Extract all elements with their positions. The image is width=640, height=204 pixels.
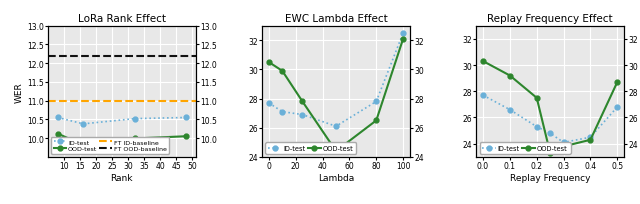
OOD-test [560, 145, 568, 148]
ID-test [332, 125, 340, 128]
OOD-test [182, 135, 190, 138]
OOD-test [79, 144, 87, 146]
ID-test [54, 117, 61, 119]
ID-test [131, 118, 138, 120]
OOD-test [547, 152, 554, 154]
ID-test [265, 102, 273, 105]
ID-test [399, 33, 407, 35]
ID-test [587, 136, 595, 139]
Legend: ID-test, OOD-test: ID-test, OOD-test [479, 142, 570, 154]
OOD-test [614, 81, 621, 84]
ID-test [372, 101, 380, 103]
OOD-test [54, 133, 61, 135]
ID-test [506, 109, 514, 111]
Line: ID-test: ID-test [55, 115, 189, 127]
FT ID-baseline [28, 100, 36, 102]
ID-test [182, 117, 190, 119]
FT ID-baseline [31, 100, 39, 102]
FT OOD-baseline [28, 55, 36, 58]
OOD-test [479, 61, 487, 63]
Title: Replay Frequency Effect: Replay Frequency Effect [487, 14, 613, 24]
Line: OOD-test: OOD-test [481, 59, 620, 156]
ID-test [299, 114, 307, 116]
OOD-test [278, 70, 286, 73]
OOD-test [587, 139, 595, 141]
X-axis label: Lambda: Lambda [318, 173, 354, 182]
FT OOD-baseline [31, 55, 39, 58]
OOD-test [506, 75, 514, 77]
X-axis label: Rank: Rank [111, 173, 133, 182]
Line: OOD-test: OOD-test [266, 37, 406, 154]
Title: LoRa Rank Effect: LoRa Rank Effect [78, 14, 166, 24]
ID-test [479, 94, 487, 97]
Line: OOD-test: OOD-test [55, 132, 189, 147]
ID-test [547, 132, 554, 135]
Line: ID-test: ID-test [481, 93, 620, 145]
Legend: ID-test, OOD-test, FT ID-baseline, FT OOD-baseline: ID-test, OOD-test, FT ID-baseline, FT OO… [51, 137, 169, 154]
Title: EWC Lambda Effect: EWC Lambda Effect [285, 14, 387, 24]
OOD-test [265, 62, 273, 64]
OOD-test [372, 120, 380, 122]
ID-test [560, 142, 568, 144]
ID-test [278, 111, 286, 113]
OOD-test [332, 150, 340, 153]
Y-axis label: WER: WER [15, 81, 24, 102]
ID-test [533, 126, 541, 128]
Line: ID-test: ID-test [266, 31, 406, 129]
OOD-test [131, 137, 138, 140]
OOD-test [399, 38, 407, 41]
Legend: ID-test, OOD-test: ID-test, OOD-test [266, 142, 356, 154]
ID-test [614, 106, 621, 109]
OOD-test [533, 97, 541, 100]
ID-test [79, 123, 87, 125]
OOD-test [299, 101, 307, 103]
X-axis label: Replay Frequency: Replay Frequency [510, 173, 591, 182]
